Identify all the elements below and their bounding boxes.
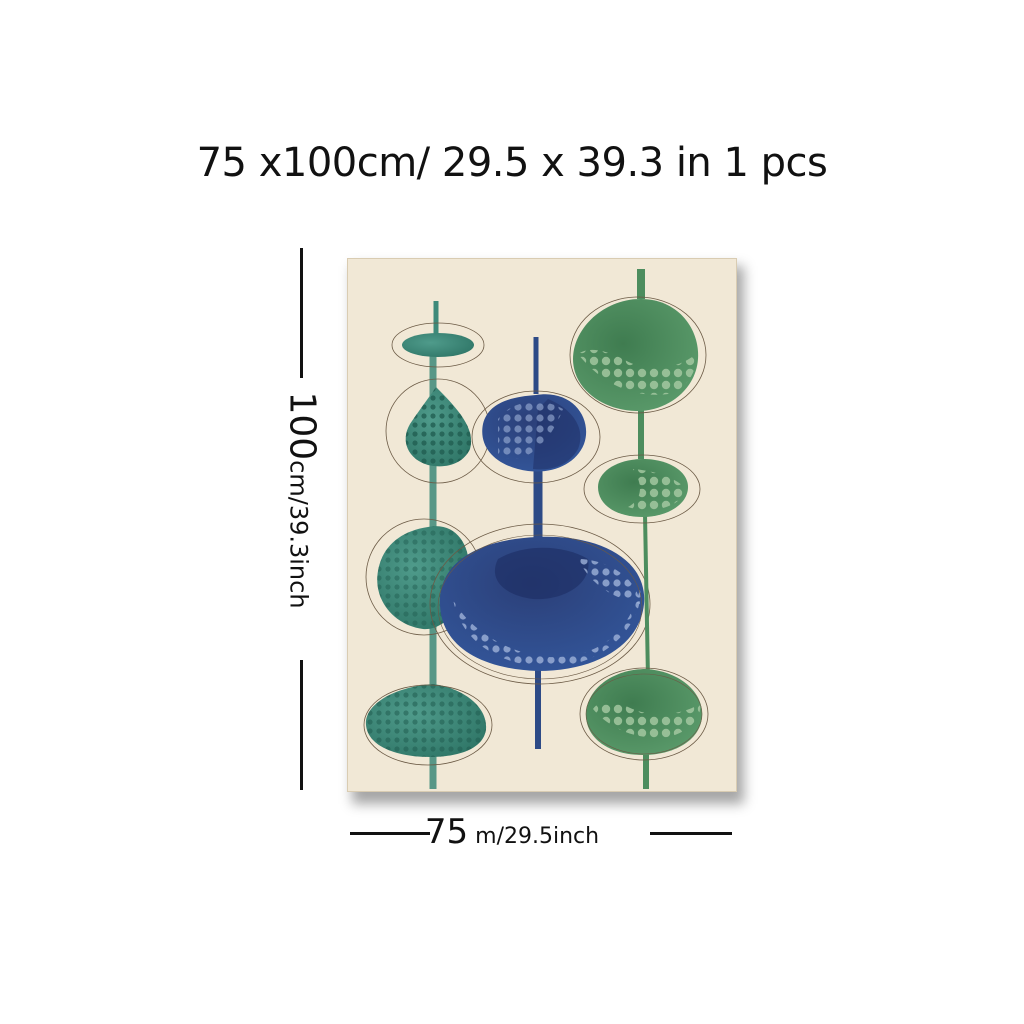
- height-value: 100: [281, 391, 323, 461]
- height-unit: cm/39.3inch: [284, 460, 313, 609]
- width-dimension-line-right: [650, 832, 732, 835]
- width-dimension-line-left: [350, 832, 430, 835]
- height-label: 100cm/39.3inch: [282, 391, 323, 608]
- canvas-artwork: [347, 258, 737, 792]
- size-title: 75 x100cm/ 29.5 x 39.3 in 1 pcs: [196, 140, 828, 186]
- width-label: 75 m/29.5inch: [0, 812, 1024, 852]
- width-unit: m/29.5inch: [468, 824, 600, 849]
- width-value: 75: [424, 812, 469, 852]
- height-dimension-line-top: [300, 248, 303, 378]
- abstract-artwork-illustration: [363, 269, 709, 789]
- height-dimension-line-bottom: [300, 660, 303, 790]
